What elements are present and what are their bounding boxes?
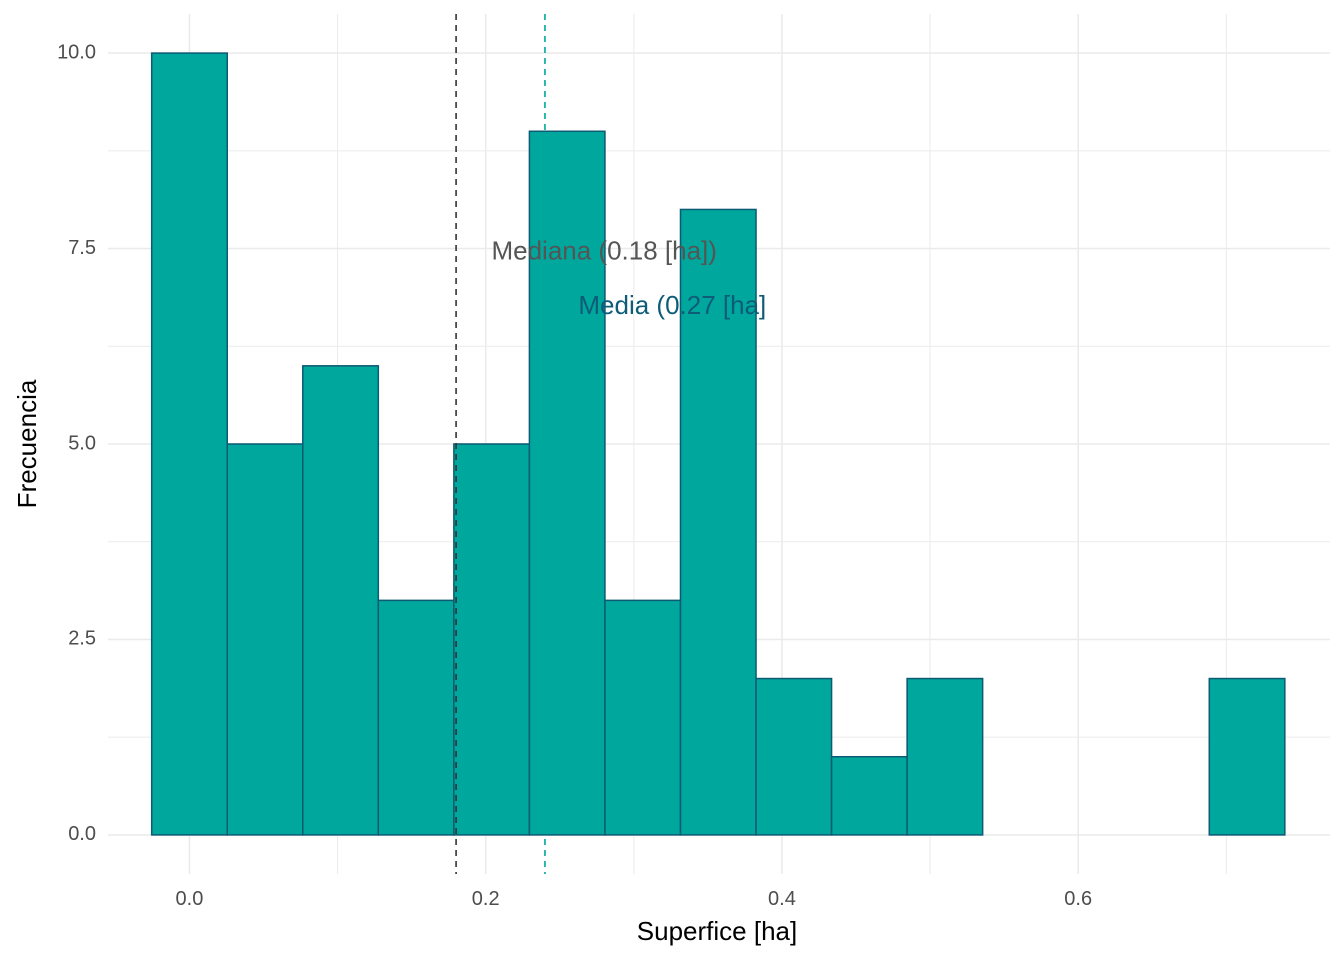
histogram-bar-5 bbox=[528, 130, 606, 836]
x-axis-title: Superfice [ha] bbox=[637, 916, 797, 946]
media-annotation: Media (0.27 [ha] bbox=[578, 290, 766, 320]
y-axis-ticks: 0.0 2.5 5.0 7.5 10.0 bbox=[57, 41, 96, 845]
reference-lines bbox=[455, 14, 546, 874]
x-tick-label: 0.4 bbox=[768, 888, 796, 910]
histogram-bar-6 bbox=[604, 599, 682, 836]
x-tick-label: 0.0 bbox=[176, 888, 204, 910]
histogram-bar-2 bbox=[302, 365, 380, 836]
histogram-bar-0 bbox=[150, 52, 228, 836]
histogram-bar-7 bbox=[679, 208, 757, 836]
y-tick-label: 7.5 bbox=[68, 237, 96, 259]
y-tick-label: 2.5 bbox=[68, 628, 96, 650]
y-axis-title: Frecuencia bbox=[12, 379, 42, 508]
histogram-bar-9 bbox=[830, 755, 908, 836]
x-tick-label: 0.2 bbox=[472, 888, 500, 910]
histogram-bar-4 bbox=[453, 443, 531, 836]
annotations: Mediana (0.18 [ha]) Media (0.27 [ha] bbox=[491, 235, 766, 320]
histogram-bar-10 bbox=[906, 677, 984, 836]
mediana-annotation: Mediana (0.18 [ha]) bbox=[491, 235, 716, 265]
histogram-bar-8 bbox=[755, 677, 833, 836]
x-tick-label: 0.6 bbox=[1064, 888, 1092, 910]
histogram-bar-1 bbox=[226, 443, 304, 836]
x-axis-ticks: 0.0 0.2 0.4 0.6 bbox=[176, 888, 1093, 910]
y-tick-label: 0.0 bbox=[68, 823, 96, 845]
y-tick-label: 5.0 bbox=[68, 432, 96, 454]
histogram-bar-3 bbox=[377, 599, 455, 836]
y-tick-label: 10.0 bbox=[57, 41, 96, 63]
histogram-bar-14 bbox=[1208, 677, 1286, 836]
histogram-bars bbox=[150, 52, 1286, 836]
